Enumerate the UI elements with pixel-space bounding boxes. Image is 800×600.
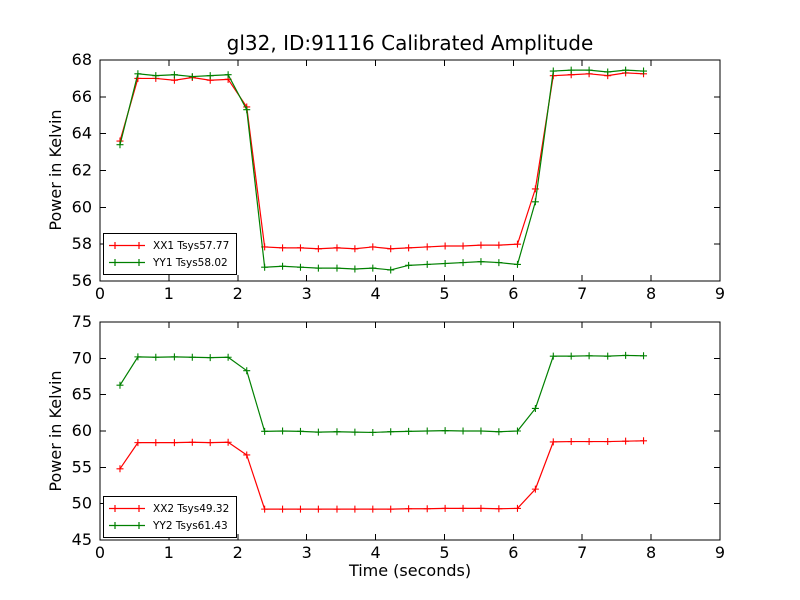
legend-top-subplot: XX1 Tsys57.77 YY1 Tsys58.02 <box>103 233 238 275</box>
x-tick-label: 3 <box>302 543 312 562</box>
x-tick-label: 4 <box>370 284 380 303</box>
series-line-yy2 <box>119 354 644 434</box>
x-tick-label: 9 <box>715 543 725 562</box>
y-tick-label: 65 <box>72 385 92 404</box>
legend-line-sample-xx2 <box>109 505 145 512</box>
y-tick-label: 64 <box>72 124 92 143</box>
x-tick-label: 3 <box>302 284 312 303</box>
x-tick-label: 8 <box>646 543 656 562</box>
x-tick-label: 0 <box>95 543 105 562</box>
legend-entry-yy1: YY1 Tsys58.02 <box>108 254 229 271</box>
legend-entry-xx2: XX2 Tsys49.32 <box>108 500 229 517</box>
series-markers-xx2 <box>116 437 648 513</box>
y-tick-label: 45 <box>72 530 92 549</box>
y-tick-label: 75 <box>72 312 92 331</box>
legend-line-sample-xx1 <box>109 242 145 249</box>
y-tick-label: 55 <box>72 457 92 476</box>
x-tick-label: 6 <box>508 284 518 303</box>
legend-bottom-subplot: XX2 Tsys49.32 YY2 Tsys61.43 <box>103 496 238 538</box>
bottom-y-axis-label: Power in Kelvin <box>46 370 65 492</box>
x-tick-label: 5 <box>439 543 449 562</box>
legend-label-yy2: YY2 Tsys61.43 <box>153 519 228 532</box>
plot-title: gl32, ID:91116 Calibrated Amplitude <box>226 31 594 55</box>
x-tick-label: 2 <box>233 543 243 562</box>
x-tick-label: 1 <box>164 543 174 562</box>
legend-label-xx2: XX2 Tsys49.32 <box>153 502 230 515</box>
x-tick-label: 7 <box>577 543 587 562</box>
legend-line-sample-yy2 <box>109 522 145 529</box>
x-tick-label: 8 <box>646 284 656 303</box>
legend-sample-path <box>109 505 145 512</box>
x-axis-label: Time (seconds) <box>348 561 472 580</box>
x-tick-label: 9 <box>715 284 725 303</box>
y-tick-label: 56 <box>72 271 92 290</box>
series-markers-yy1 <box>116 66 648 274</box>
series-line-xx1 <box>119 72 644 250</box>
x-tick-label: 0 <box>95 284 105 303</box>
y-tick-label: 62 <box>72 161 92 180</box>
y-tick-label: 60 <box>72 421 92 440</box>
y-tick-label: 50 <box>72 494 92 513</box>
legend-entry-yy2: YY2 Tsys61.43 <box>108 517 229 534</box>
y-tick-label: 58 <box>72 234 92 253</box>
y-tick-label: 60 <box>72 197 92 216</box>
x-tick-label: 5 <box>439 284 449 303</box>
y-tick-label: 66 <box>72 87 92 106</box>
legend-entry-xx1: XX1 Tsys57.77 <box>108 237 229 254</box>
y-tick-label: 68 <box>72 50 92 69</box>
legend-line-sample-yy1 <box>109 259 145 266</box>
legend-sample-path <box>109 522 145 529</box>
x-tick-label: 1 <box>164 284 174 303</box>
x-tick-label: 4 <box>370 543 380 562</box>
y-tick-label: 70 <box>72 348 92 367</box>
series-markers-xx1 <box>116 69 648 253</box>
legend-label-xx1: XX1 Tsys57.77 <box>153 239 230 252</box>
x-tick-label: 2 <box>233 284 243 303</box>
legend-sample-path <box>109 242 145 249</box>
x-tick-label: 6 <box>508 543 518 562</box>
x-tick-label: 7 <box>577 284 587 303</box>
legend-label-yy1: YY1 Tsys58.02 <box>153 256 228 269</box>
legend-sample-path <box>109 259 145 266</box>
series-markers-yy2 <box>116 351 648 436</box>
top-y-axis-label: Power in Kelvin <box>46 109 65 231</box>
